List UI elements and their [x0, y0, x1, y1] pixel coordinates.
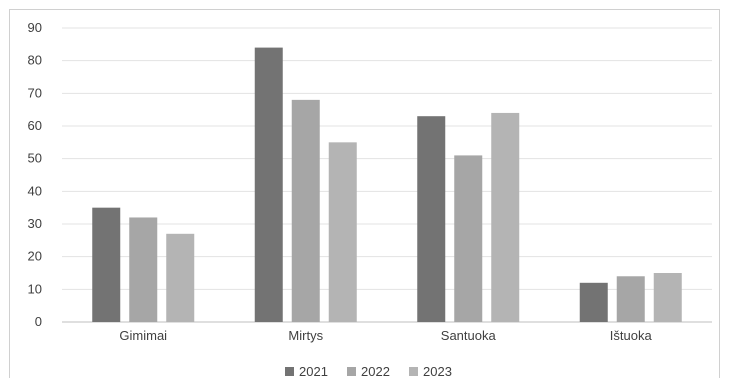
- legend-label-2022: 2022: [361, 364, 390, 379]
- bar-2023-ištuoka: [653, 273, 682, 322]
- legend-swatch-2021: [285, 367, 294, 376]
- y-tick-label: 90: [28, 20, 42, 35]
- x-category-label: Ištuoka: [610, 328, 653, 343]
- y-tick-label: 10: [28, 281, 42, 296]
- bars: [92, 47, 682, 322]
- bar-2023-gimimai: [166, 233, 195, 322]
- y-tick-label: 50: [28, 151, 42, 166]
- y-tick-label: 70: [28, 85, 42, 100]
- x-category-label: Mirtys: [288, 328, 323, 343]
- bar-2022-santuoka: [454, 155, 483, 322]
- x-category-label: Gimimai: [119, 328, 167, 343]
- legend: 2021 2022 2023: [285, 364, 452, 379]
- legend-label-2023: 2023: [423, 364, 452, 379]
- x-category-label: Santuoka: [441, 328, 497, 343]
- y-tick-label: 30: [28, 216, 42, 231]
- bar-2021-santuoka: [417, 116, 446, 322]
- y-tick-label: 60: [28, 118, 42, 133]
- bar-2022-ištuoka: [616, 276, 645, 322]
- legend-label-2021: 2021: [299, 364, 328, 379]
- bar-2023-mirtys: [328, 142, 357, 322]
- bar-2022-mirtys: [291, 99, 320, 322]
- bar-2021-gimimai: [92, 207, 121, 322]
- y-tick-label: 40: [28, 183, 42, 198]
- y-tick-label: 80: [28, 53, 42, 68]
- bar-2021-ištuoka: [579, 282, 608, 322]
- legend-swatch-2023: [409, 367, 418, 376]
- y-tick-label: 20: [28, 249, 42, 264]
- bar-2022-gimimai: [129, 217, 158, 322]
- bar-2021-mirtys: [254, 47, 283, 322]
- y-axis-ticks: 0 10 20 30 40 50 60 70 80 90: [28, 20, 42, 329]
- y-tick-label: 0: [35, 314, 42, 329]
- bar-2023-santuoka: [491, 112, 520, 322]
- gridlines: [62, 27, 712, 323]
- x-axis-labels: Gimimai Mirtys Santuoka Ištuoka: [119, 328, 652, 343]
- legend-swatch-2022: [347, 367, 356, 376]
